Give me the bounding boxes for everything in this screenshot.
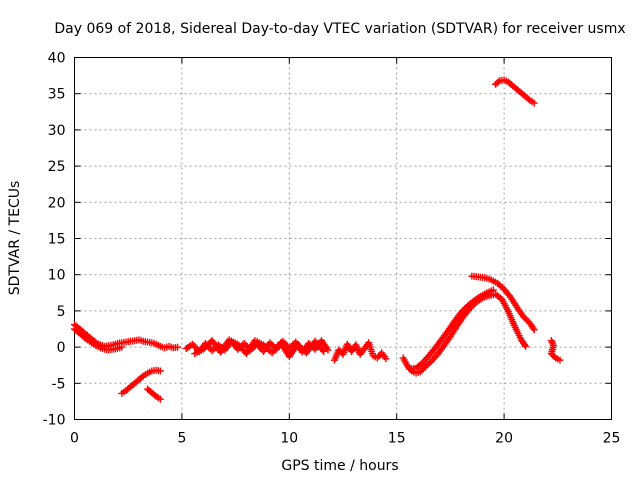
series-arc-8 [399,290,530,377]
series-arc-12 [547,337,564,364]
data-point [556,356,564,364]
y-tick-label: 30 [48,123,66,139]
y-tick-label: 20 [48,195,66,211]
data-point [523,316,531,324]
series-arc-7 [330,339,390,364]
data-point [151,391,159,399]
ticks [74,57,612,420]
x-tick-label: 0 [70,431,79,447]
grid [74,57,612,420]
data-point [489,286,497,294]
data-point [382,355,390,363]
x-tick-label: 10 [280,431,298,447]
x-tick-label: 20 [495,431,513,447]
x-tick-labels: 0 5 10 15 20 25 [70,431,620,447]
y-tick-label: 5 [57,304,66,320]
data-point [460,305,468,313]
series-arc-11 [492,76,538,107]
data-point [417,360,425,368]
y-tick-label: 15 [48,232,66,248]
y-tick-label: 0 [57,340,66,356]
y-tick-label: 10 [48,268,66,284]
y-tick-label: 25 [48,159,66,175]
series-arc-9 [406,286,497,373]
x-tick-label: 5 [177,431,186,447]
y-axis-label: SDTVAR / TECUs [7,181,23,296]
data-point [459,307,467,315]
data-point [475,294,483,302]
data-point [494,78,502,86]
data-point [505,292,513,300]
data-point [138,373,146,381]
data-marks [71,76,564,403]
data-point [82,335,90,343]
x-axis-label: GPS time / hours [281,458,398,474]
series-arc-6 [191,336,328,361]
data-point [320,347,328,355]
y-tick-label: 40 [48,51,66,67]
series-arc-2 [71,325,126,354]
data-point [242,341,250,349]
y-tick-labels: -10 -5 0 5 10 15 20 25 30 35 40 [43,51,66,429]
data-point [174,343,182,351]
data-point [156,367,164,375]
y-tick-label: -5 [52,376,66,392]
data-point [519,313,527,321]
data-point [548,338,556,346]
y-tick-label: -10 [43,413,66,429]
series-arc-3 [118,366,164,397]
data-point [457,308,465,316]
series-arc-10 [468,272,538,334]
data-point [530,326,538,334]
data-point [524,95,532,103]
data-point [529,324,537,332]
data-point [187,341,195,349]
data-point [425,359,433,367]
series-arc-4 [144,385,164,403]
data-point [118,343,126,351]
data-point [240,339,248,347]
data-point [522,342,530,350]
chart-title: Day 069 of 2018, Sidereal Day-to-day VTE… [54,21,625,37]
data-point [521,341,529,349]
data-point [268,340,276,348]
data-point [266,339,274,347]
series-arc-1 [71,321,182,352]
x-tick-label: 25 [603,431,621,447]
data-point [530,99,538,107]
y-tick-label: 35 [48,87,66,103]
data-point [521,314,529,322]
data-point [550,353,558,361]
data-point [156,395,164,403]
x-tick-label: 15 [388,431,406,447]
